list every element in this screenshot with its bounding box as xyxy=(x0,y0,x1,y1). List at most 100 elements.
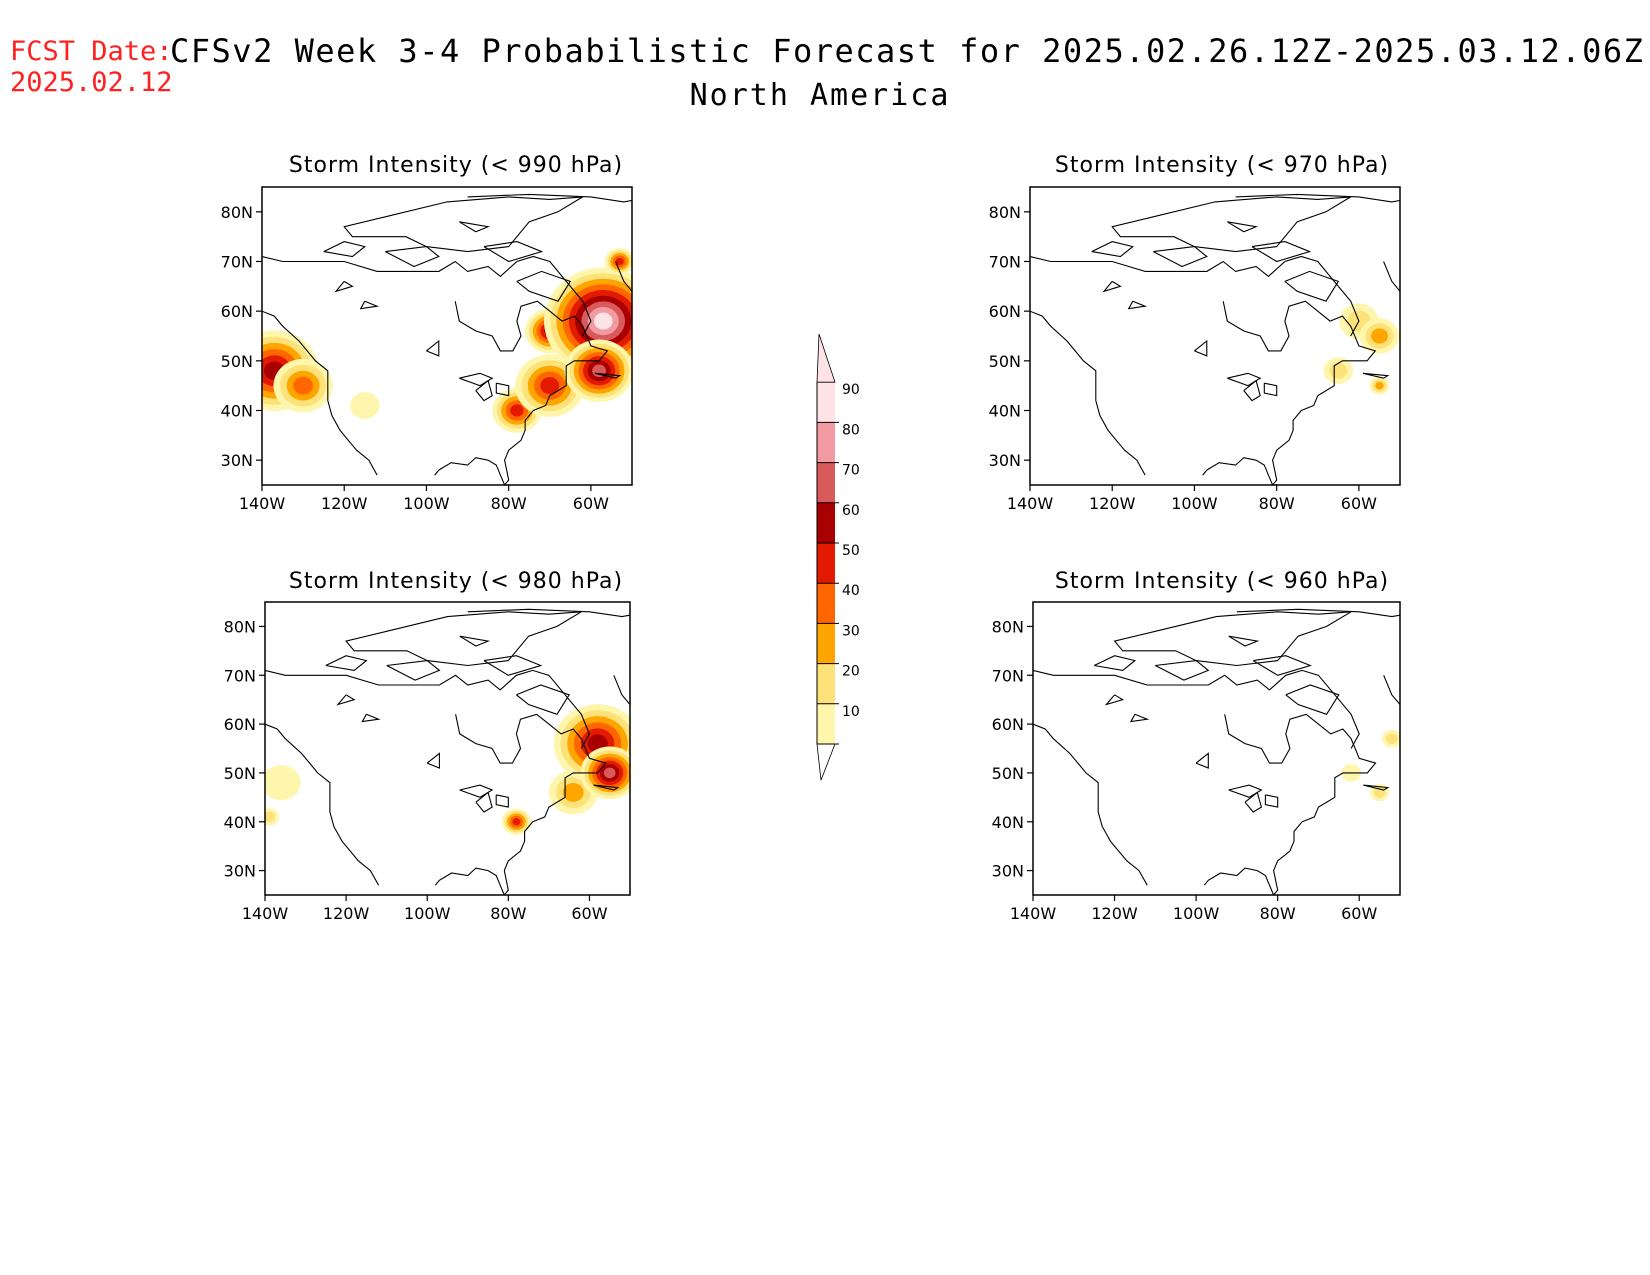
coastline xyxy=(1033,669,1360,749)
coastline xyxy=(454,300,609,485)
lon-tick-label: 80W xyxy=(1260,904,1296,923)
coastline xyxy=(1263,382,1278,397)
region-subtitle: North America xyxy=(689,78,951,113)
lon-tick-label: 140W xyxy=(239,494,286,513)
coastline xyxy=(1222,300,1377,485)
lat-tick-label: 40N xyxy=(992,813,1024,832)
coastline xyxy=(495,382,510,397)
colorbar-tick-label: 70 xyxy=(842,463,860,479)
coastline xyxy=(1127,300,1148,310)
coastline xyxy=(1030,255,1360,337)
lat-tick-label: 40N xyxy=(989,402,1021,421)
coastline xyxy=(1228,635,1260,647)
coastline xyxy=(1224,713,1377,895)
lat-tick-label: 50N xyxy=(992,764,1024,783)
coastline xyxy=(1194,339,1208,357)
coastline xyxy=(1285,684,1340,715)
coastline xyxy=(1228,784,1263,798)
lon-tick-label: 60W xyxy=(1341,904,1377,923)
coastline xyxy=(323,241,367,258)
forecast-date-value: 2025.02.12 xyxy=(10,67,173,98)
coastline xyxy=(459,784,494,798)
coastline xyxy=(1093,655,1137,671)
colorbar-swatch xyxy=(817,462,835,503)
coastline xyxy=(1203,867,1275,895)
lon-tick-label: 140W xyxy=(242,904,289,923)
lon-tick-label: 80W xyxy=(1259,494,1295,513)
lon-tick-label: 60W xyxy=(1341,494,1377,513)
lat-tick-label: 80N xyxy=(992,617,1024,636)
coastline xyxy=(1155,660,1210,681)
coastline xyxy=(1236,608,1400,618)
probability-patch xyxy=(1329,362,1348,379)
probability-patch xyxy=(615,257,624,266)
colorbar-tick-label: 80 xyxy=(842,422,860,438)
lat-tick-label: 60N xyxy=(989,302,1021,321)
forecast-date-block: FCST Date: 2025.02.12 xyxy=(10,36,173,98)
probability-patch xyxy=(512,818,521,826)
coastline xyxy=(361,713,381,723)
lat-tick-label: 70N xyxy=(224,666,256,685)
lon-tick-label: 100W xyxy=(1173,904,1220,923)
coastline xyxy=(265,669,591,749)
panel-title: Storm Intensity (< 970 hPa) xyxy=(1055,153,1389,178)
colorbar-swatch xyxy=(817,623,835,664)
coastline xyxy=(1383,261,1400,292)
lat-tick-label: 50N xyxy=(989,352,1021,371)
colorbar-tick-label: 90 xyxy=(842,382,860,398)
coastline xyxy=(455,713,607,895)
coastline xyxy=(1243,379,1261,402)
coastline xyxy=(1227,372,1262,387)
map-frame xyxy=(1029,186,1401,486)
lat-tick-label: 50N xyxy=(224,764,256,783)
probability-patch xyxy=(540,377,560,395)
coastline xyxy=(1235,193,1400,203)
coastline xyxy=(516,684,571,715)
map-panel-2: Storm Intensity (< 970 hPa) 80N 70N 60N 50N 4… xyxy=(989,153,1401,513)
lon-tick-label: 100W xyxy=(1171,494,1218,513)
coastline xyxy=(1244,791,1263,813)
coastline xyxy=(1104,694,1125,706)
lon-tick-label: 100W xyxy=(403,494,450,513)
coastline xyxy=(1091,241,1135,258)
map-panel-1: Storm Intensity (< 990 hPa) 80N 70N 60N 50N 4… xyxy=(221,153,633,513)
coastline xyxy=(516,270,572,302)
lat-tick-label: 80N xyxy=(989,203,1021,222)
lat-tick-label: 70N xyxy=(221,253,253,272)
coastline xyxy=(459,372,494,387)
coastline xyxy=(475,791,493,813)
coastline xyxy=(459,221,491,233)
map-frame xyxy=(261,186,633,486)
map-panel-3: Storm Intensity (< 980 hPa) 80N 70N 60N 50N 4… xyxy=(224,569,631,923)
colorbar-swatch xyxy=(817,543,835,584)
forecast-date-label: FCST Date: xyxy=(10,36,173,67)
coastline xyxy=(386,660,441,681)
coastline xyxy=(615,261,632,292)
lon-tick-label: 120W xyxy=(323,904,370,923)
probability-patch xyxy=(349,392,380,419)
lat-tick-label: 60N xyxy=(221,302,253,321)
lon-tick-label: 60W xyxy=(571,904,607,923)
colorbar-swatch xyxy=(817,382,835,423)
colorbar-tick-label: 20 xyxy=(842,664,860,680)
coastline xyxy=(593,784,620,791)
probability-patch xyxy=(562,783,584,802)
probability-patch xyxy=(265,811,275,823)
lat-tick-label: 70N xyxy=(992,666,1024,685)
coastline xyxy=(345,611,582,667)
coastline xyxy=(334,280,354,293)
lat-tick-label: 80N xyxy=(221,203,253,222)
lat-tick-label: 60N xyxy=(224,715,256,734)
lon-tick-label: 120W xyxy=(321,494,368,513)
colorbar-top-cap xyxy=(816,333,836,383)
lat-tick-label: 40N xyxy=(224,813,256,832)
coastline xyxy=(262,310,378,476)
coastline xyxy=(1363,784,1390,791)
coastline xyxy=(459,635,491,647)
coastline xyxy=(1030,310,1146,476)
coastline xyxy=(1362,372,1390,379)
coastline xyxy=(594,372,622,379)
coastline xyxy=(483,241,544,263)
probability-patch xyxy=(510,404,524,417)
